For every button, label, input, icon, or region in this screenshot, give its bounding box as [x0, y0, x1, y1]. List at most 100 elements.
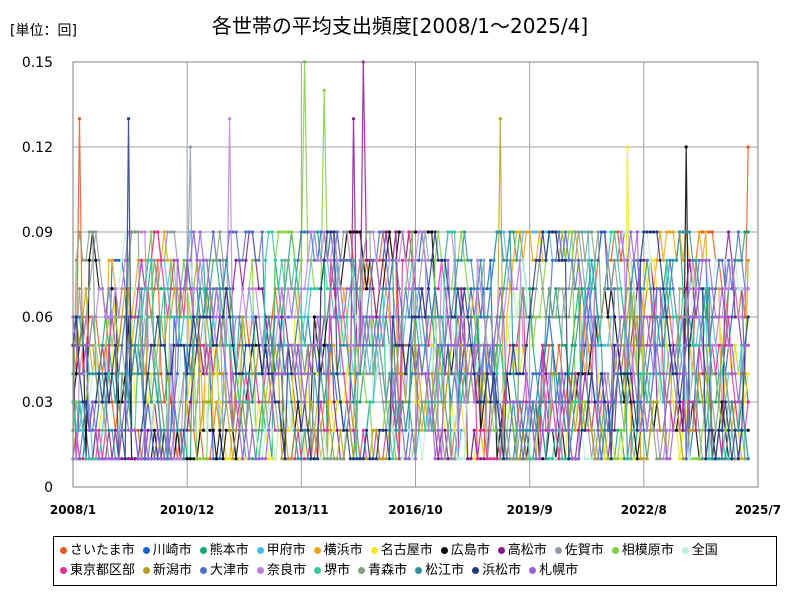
data-point	[466, 372, 470, 376]
x-tick-label: 2019/9	[507, 503, 553, 517]
data-point	[74, 343, 78, 347]
data-point	[299, 372, 303, 376]
data-point	[77, 117, 82, 121]
data-point	[133, 457, 137, 461]
data-point	[544, 372, 548, 376]
data-point	[635, 287, 639, 291]
data-point	[635, 457, 639, 461]
data-point	[475, 287, 480, 291]
data-point	[648, 315, 653, 319]
data-point	[198, 315, 202, 319]
data-point	[453, 457, 457, 461]
data-point	[237, 372, 241, 376]
data-point	[554, 230, 558, 234]
data-point	[730, 258, 734, 262]
data-point	[91, 457, 95, 461]
data-point	[104, 400, 108, 404]
data-point	[319, 343, 323, 347]
legend-marker-icon	[200, 567, 208, 574]
data-point	[237, 315, 241, 319]
data-point	[107, 372, 111, 376]
data-point	[371, 372, 375, 376]
data-point	[280, 372, 284, 376]
data-point	[505, 428, 509, 432]
data-point	[563, 457, 568, 461]
data-point	[440, 400, 444, 404]
data-point	[179, 287, 183, 291]
data-point	[316, 372, 320, 376]
data-point	[413, 315, 418, 319]
data-point	[234, 457, 238, 461]
data-point	[459, 230, 463, 234]
data-point	[528, 457, 532, 461]
data-point	[625, 315, 630, 319]
data-point	[606, 457, 610, 461]
data-point	[557, 230, 561, 234]
data-point	[338, 315, 343, 319]
data-point	[172, 428, 176, 432]
data-point	[449, 457, 453, 461]
data-point	[642, 287, 646, 291]
data-point	[590, 457, 594, 461]
data-point	[133, 372, 137, 376]
data-point	[355, 343, 359, 347]
data-point	[100, 343, 104, 347]
data-point	[143, 372, 147, 376]
data-point	[596, 400, 600, 404]
data-point	[616, 258, 620, 262]
data-point	[325, 428, 329, 432]
legend-marker-icon	[257, 567, 265, 574]
data-point	[521, 258, 525, 262]
data-point	[700, 287, 705, 291]
data-point	[697, 258, 701, 262]
data-point	[139, 230, 144, 234]
data-point	[162, 343, 166, 347]
data-point	[231, 372, 235, 376]
data-point	[508, 400, 512, 404]
data-point	[603, 230, 607, 234]
data-point	[557, 428, 561, 432]
data-point	[221, 287, 225, 291]
data-point	[619, 230, 623, 234]
data-point	[410, 428, 414, 432]
data-point	[426, 343, 431, 347]
data-point	[104, 428, 108, 432]
data-point	[479, 287, 483, 291]
data-point	[521, 287, 525, 291]
data-point	[648, 372, 653, 376]
data-point	[655, 372, 659, 376]
data-point	[267, 343, 271, 347]
data-point	[361, 315, 365, 319]
data-point	[710, 230, 714, 234]
data-point	[557, 343, 561, 347]
data-point	[740, 258, 744, 262]
data-point	[508, 428, 512, 432]
data-point	[117, 457, 121, 461]
data-point	[169, 428, 173, 432]
data-point	[299, 258, 303, 262]
data-point	[348, 372, 352, 376]
data-point	[417, 258, 421, 262]
data-point	[329, 287, 333, 291]
data-point	[462, 287, 466, 291]
data-point	[488, 400, 493, 404]
data-point	[524, 428, 529, 432]
data-point	[221, 457, 225, 461]
data-point	[342, 287, 346, 291]
data-point	[257, 457, 261, 461]
data-point	[746, 145, 750, 149]
data-point	[593, 400, 597, 404]
data-point	[188, 457, 192, 461]
data-point	[612, 230, 617, 234]
data-point	[81, 258, 85, 262]
data-point	[237, 428, 241, 432]
data-point	[205, 258, 209, 262]
data-point	[169, 372, 173, 376]
data-point	[391, 428, 395, 432]
data-point	[361, 343, 365, 347]
data-point	[175, 258, 179, 262]
data-point	[335, 258, 339, 262]
data-point	[397, 372, 401, 376]
data-point	[684, 145, 688, 149]
data-point	[531, 230, 535, 234]
